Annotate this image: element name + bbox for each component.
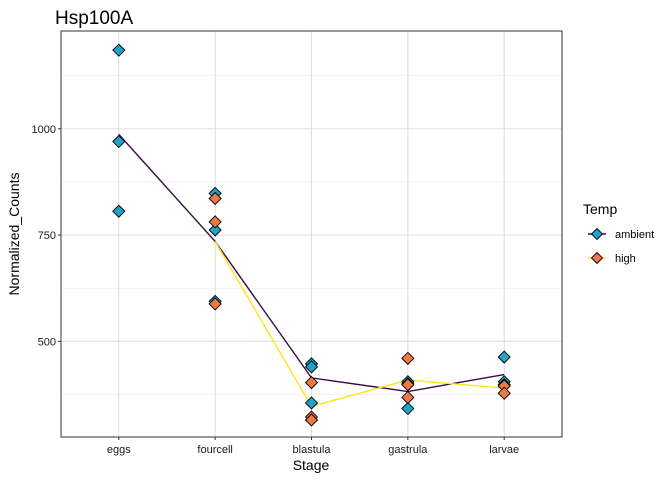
chart-title: Hsp100A: [55, 8, 133, 29]
legend-label-ambient: ambient: [615, 229, 654, 241]
x-axis: eggs fourcell blastula gastrula larvae: [107, 437, 519, 456]
y-tick-label: 750: [38, 230, 56, 242]
point-ambient: [112, 43, 126, 57]
point-high: [401, 351, 415, 365]
x-tick-label: fourcell: [197, 444, 232, 456]
x-tick-label: blastula: [293, 444, 332, 456]
point-ambient: [304, 360, 319, 374]
data-points: [112, 43, 511, 427]
x-tick-label: eggs: [107, 444, 131, 456]
x-tick-label: gastrula: [388, 444, 428, 456]
point-ambient: [208, 223, 222, 237]
point-high: [208, 191, 222, 206]
x-axis-title: Stage: [293, 457, 330, 473]
legend: Temp ambient high: [583, 201, 654, 265]
legend-key-marker-high: [590, 251, 604, 265]
legend-key-marker-ambient: [590, 227, 604, 241]
point-ambient: [112, 204, 126, 218]
y-axis-title: Normalized_Counts: [6, 173, 22, 296]
point-high: [208, 215, 222, 229]
y-tick-label: 1000: [32, 124, 56, 136]
y-tick-label: 500: [38, 336, 56, 348]
mean-line-high: [214, 241, 505, 408]
y-axis: 500 750 1000: [32, 124, 61, 348]
point-high: [304, 375, 319, 390]
point-high: [304, 413, 319, 427]
point-high: [208, 297, 222, 311]
point-ambient: [497, 350, 511, 364]
point-ambient: [112, 134, 126, 149]
point-high: [401, 378, 415, 392]
point-high: [401, 390, 415, 405]
x-tick-label: larvae: [489, 444, 519, 456]
point-high: [497, 386, 511, 400]
point-ambient: [304, 396, 319, 410]
point-ambient: [401, 401, 415, 416]
legend-title: Temp: [583, 201, 617, 217]
legend-label-high: high: [615, 253, 636, 265]
